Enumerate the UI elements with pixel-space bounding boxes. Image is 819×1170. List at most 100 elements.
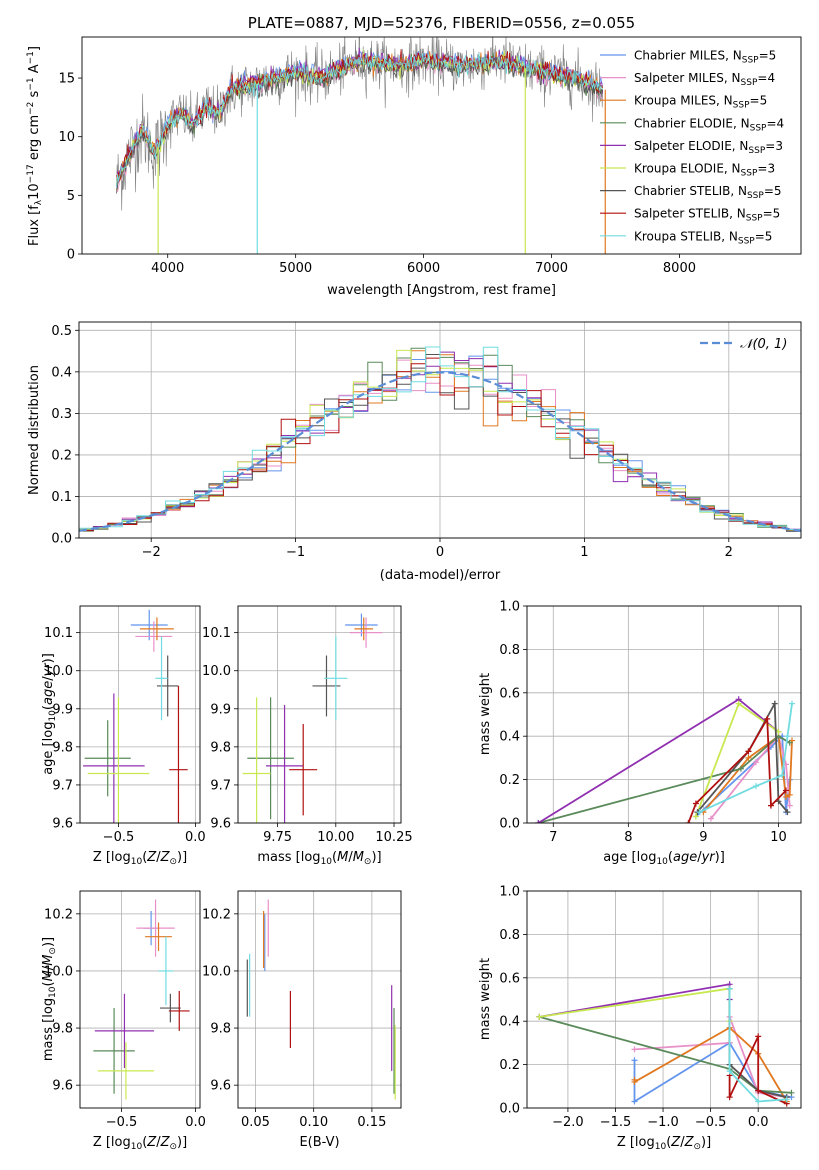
series-marker xyxy=(788,700,795,707)
label-part: SSP xyxy=(733,101,750,111)
y-tick-label: 10.0 xyxy=(202,664,231,679)
errorbar-point xyxy=(83,693,145,823)
legend-entry: 𝒩(0, 1) xyxy=(740,337,787,352)
normal-curve xyxy=(78,371,802,532)
series-marker xyxy=(745,754,752,761)
series-marker xyxy=(779,772,786,779)
label-part: SSP xyxy=(741,78,758,88)
label-part: s xyxy=(27,90,42,101)
series-marker xyxy=(692,813,699,820)
label-part: ⊙ xyxy=(364,857,372,867)
label-part: =3 xyxy=(757,162,775,176)
series-marker xyxy=(786,739,793,746)
errorbar-point xyxy=(324,636,348,721)
x-tick-label: 2 xyxy=(725,545,733,560)
errorbar-point xyxy=(168,990,190,1031)
label-part: / xyxy=(156,1135,161,1150)
label-part: A xyxy=(27,64,42,77)
label-part: Z xyxy=(670,1135,681,1150)
series-marker xyxy=(752,783,759,790)
label-part: age [log xyxy=(603,850,656,865)
y-tick-label: 0.0 xyxy=(499,1102,520,1117)
errorbar-point xyxy=(130,609,168,641)
label-part: SSP xyxy=(741,169,758,179)
y-tick-label: 1.0 xyxy=(499,600,520,615)
label-part: =5 xyxy=(764,184,782,198)
x-tick-label: 0.10 xyxy=(299,1115,328,1130)
series-marker xyxy=(726,1068,733,1075)
label-part: Z [log xyxy=(617,1135,655,1150)
series-marker xyxy=(631,1098,638,1105)
y-tick-label: 9.9 xyxy=(210,702,231,717)
label-part: Chabrier ELODIE, N xyxy=(634,116,750,130)
label-part: / xyxy=(697,850,702,865)
series-marker xyxy=(692,800,699,807)
x-axis-label: (data-model)/error xyxy=(380,568,501,583)
label-part: Z xyxy=(146,850,157,865)
series-marker xyxy=(726,1094,733,1101)
label-part: ( xyxy=(41,981,56,986)
axes-residual_hist: −2 −1 0 1 2 0.0 0.1 0.2 0.3 0.4 0.5 (data-model)/er… xyxy=(27,321,802,583)
x-tick-label: −1 xyxy=(286,545,305,560)
y-tick-label: 0.2 xyxy=(51,448,72,463)
errorbar-point xyxy=(265,704,304,823)
series-marker xyxy=(767,802,774,809)
label-part: ⊙ xyxy=(169,1142,177,1152)
y-tick-label: 0.8 xyxy=(499,928,520,943)
y-tick-label: 0.2 xyxy=(499,773,520,788)
label-part: Z [log xyxy=(93,850,131,865)
label-part: =3 xyxy=(765,139,783,153)
x-axis-label: E(B-V) xyxy=(299,1135,339,1150)
y-axis-label: Normed distribution xyxy=(27,365,42,495)
series-marker xyxy=(783,1096,790,1103)
axes-frame xyxy=(78,321,802,539)
errorbar-point xyxy=(97,1042,155,1100)
y-axis-label-text: mass weight xyxy=(478,958,493,1040)
label-part: =5 xyxy=(759,49,777,63)
label-part: age xyxy=(673,850,697,865)
y-tick-label: 0.0 xyxy=(51,532,72,547)
label-part: Z xyxy=(160,850,171,865)
y-tick-label: 9.8 xyxy=(52,1022,73,1037)
y-tick-label: 0 xyxy=(67,248,75,263)
axes-frame xyxy=(526,605,802,824)
y-axis-label: age [log10(age/yr)] xyxy=(41,653,58,775)
label-part: 10 xyxy=(48,986,58,998)
label-part: / xyxy=(348,850,353,865)
label-part: yr xyxy=(41,662,56,678)
x-axis-label: age [log10(age/yr)] xyxy=(603,850,725,867)
label-part: SSP xyxy=(738,236,755,246)
x-tick-label: 6000 xyxy=(407,261,440,276)
label-part: E(B-V) xyxy=(299,1135,339,1150)
y-tick-label: 10.0 xyxy=(44,664,73,679)
label-part: )] xyxy=(41,937,56,947)
histogram-8 xyxy=(79,346,801,530)
label-part: =5 xyxy=(755,229,773,243)
y-axis-label-text: mass [log10(M/M⊙)] xyxy=(41,937,58,1061)
label-part: M xyxy=(353,850,364,865)
series-marker xyxy=(755,1033,762,1040)
label-part: 10 xyxy=(27,183,42,200)
y-tick-label: 10.2 xyxy=(202,907,231,922)
series-marker xyxy=(764,715,771,722)
x-tick-label: 10 xyxy=(770,830,787,845)
series-marker xyxy=(782,787,789,794)
y-tick-label: 9.8 xyxy=(52,740,73,755)
y-axis-label: mass [log10(M/M⊙)] xyxy=(41,937,58,1061)
x-axis-label: Z [log10(Z/Z⊙)] xyxy=(93,850,187,867)
series-marker xyxy=(755,1087,762,1094)
label-part: mass [log xyxy=(257,850,320,865)
label-part: −1 xyxy=(26,77,36,90)
label-part: ( xyxy=(41,705,56,710)
series-marker xyxy=(784,809,791,816)
y-tick-label: 0.8 xyxy=(499,643,520,658)
axes-frame xyxy=(81,36,802,255)
legend-entry: Salpeter ELODIE, NSSP=3 xyxy=(634,139,783,156)
errorbar-point xyxy=(160,993,181,1023)
series-marker xyxy=(726,985,733,992)
label-part: Kroupa ELODIE, N xyxy=(634,162,741,176)
series-marker xyxy=(707,815,714,822)
y-tick-label: 9.6 xyxy=(210,817,231,832)
series-marker xyxy=(755,1098,762,1105)
series-line-3 xyxy=(538,735,791,823)
